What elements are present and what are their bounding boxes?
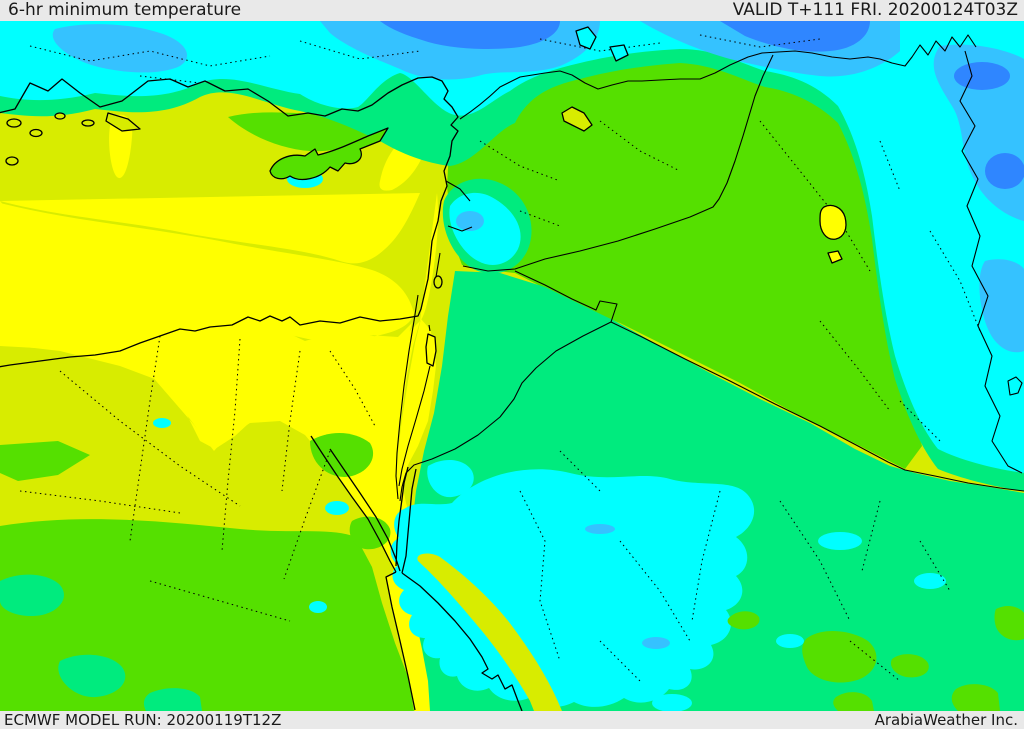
blue-core-right-2 — [985, 153, 1024, 189]
blue-spot-saudi — [642, 637, 670, 649]
admin-dots-egypt — [19, 335, 301, 622]
cyan-spot-sinai — [325, 501, 349, 515]
lake-tharthar — [819, 204, 847, 240]
island-aegean-4 — [81, 119, 95, 127]
blue-patch-nw — [52, 24, 188, 73]
green-patch-saudi-2 — [802, 630, 877, 683]
cyan-spot-bottom-1 — [572, 674, 624, 696]
green-region-syria-iraq — [447, 55, 922, 469]
page-title: 6-hr minimum temperature — [8, 0, 242, 20]
dead-sea — [425, 333, 437, 367]
yellowgreen-strip-saudi-coast — [417, 553, 562, 711]
border-turkey-syria — [459, 34, 977, 120]
border-syria-iraq-jordan — [462, 54, 774, 272]
lake-turkey-1 — [575, 26, 597, 50]
border-kuwait — [1007, 376, 1023, 396]
coastline-suez-aqaba-redsea — [310, 435, 523, 711]
lake-turkey-2 — [609, 44, 629, 62]
border-iran-iraq — [959, 50, 1023, 474]
admin-boundaries-dotted — [19, 34, 981, 682]
cyan-finger-aqaba — [427, 459, 474, 498]
blue-core-lebanon — [456, 211, 484, 231]
blue-patch-right-lower — [979, 259, 1024, 353]
island-aegean-5 — [5, 156, 19, 166]
border-jordan-iraq-saudi-diagonal — [514, 270, 1024, 492]
border-lebanon — [445, 180, 473, 232]
admin-dots-saudi — [519, 450, 951, 682]
cyan-spot-eastern-desert — [309, 601, 327, 613]
map-area — [0, 21, 1024, 711]
green-region-south-egypt — [0, 519, 414, 711]
model-run-label: ECMWF MODEL RUN: 20200119T12Z — [4, 710, 282, 729]
cyan-spot-egypt — [153, 418, 171, 428]
cyan-coldspot-lebanon — [449, 192, 521, 265]
brand-label: ArabiaWeather Inc. — [874, 710, 1018, 729]
lake-assad — [561, 106, 593, 132]
island-aegean-3 — [54, 112, 66, 120]
springgreen-patch-sw-2 — [58, 654, 126, 698]
sea-of-galilee — [433, 275, 443, 289]
admin-dots-sinai — [283, 350, 376, 580]
admin-dots-turkey — [29, 34, 821, 84]
green-patch-saudi-6 — [994, 606, 1024, 641]
island-aegean-1 — [6, 118, 22, 128]
cyan-spot-saudi-2 — [914, 573, 946, 589]
border-egypt-israel — [395, 294, 419, 500]
green-patch-saudi-1 — [727, 611, 760, 630]
valid-time-label: VALID T+111 FRI. 20200124T03Z — [732, 0, 1018, 20]
green-patch-saudi-5 — [951, 684, 1000, 711]
blue-spot-saudi-2 — [585, 524, 615, 534]
coastlines-lakes — [0, 26, 847, 711]
green-patch-saudi-4 — [890, 654, 929, 678]
springgreen-patch-sw-3 — [143, 688, 202, 711]
green-patch-saudi-3 — [833, 692, 874, 711]
coastline-turkey-levant-africa — [0, 76, 459, 368]
cyan-spot-bottom-2 — [652, 694, 692, 711]
green-patch-sinai-north — [310, 432, 374, 477]
cyan-spot-saudi-3 — [776, 634, 804, 648]
temperature-field — [0, 21, 1024, 711]
island-cyprus — [269, 127, 389, 181]
blue-core-central — [380, 21, 560, 49]
blue-core-east — [720, 21, 870, 52]
footer-bar: ECMWF MODEL RUN: 20200119T12Z ArabiaWeat… — [0, 711, 1024, 729]
springgreen-patch-sw-1 — [0, 574, 64, 617]
cyan-spot-saudi-1 — [818, 532, 862, 550]
admin-dots-syria — [479, 120, 681, 227]
weather-map — [0, 21, 1024, 711]
header-bar: 6-hr minimum temperature VALID T+111 FRI… — [0, 0, 1024, 21]
admin-dots-iraq — [759, 120, 981, 442]
green-patch-west-egypt — [0, 441, 90, 481]
island-aegean-2 — [29, 128, 43, 138]
lake-razzaza — [827, 250, 843, 264]
aegean-islands — [5, 112, 141, 166]
blue-core-right-1 — [954, 62, 1010, 90]
island-rhodes — [105, 112, 141, 132]
